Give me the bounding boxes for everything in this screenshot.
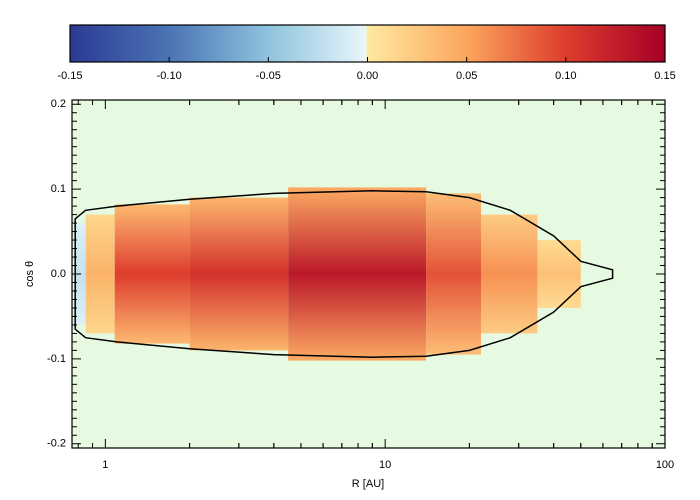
y-tick-label: -0.2 xyxy=(47,438,66,450)
heatmap-band xyxy=(85,214,115,334)
y-tick-label: 0.0 xyxy=(51,268,66,280)
y-tick-label: 0.1 xyxy=(51,183,66,195)
x-axis-label: R [AU] xyxy=(352,478,384,490)
colorbar-tick-label: -0.05 xyxy=(256,70,281,82)
colorbar-tick-label: 0.15 xyxy=(654,70,675,82)
heatmap-band xyxy=(537,240,581,308)
contour-line xyxy=(74,190,614,358)
colorbar-tick-label: 0.05 xyxy=(456,70,477,82)
heatmap-band xyxy=(189,197,289,351)
colorbar-tick-label: 0.00 xyxy=(357,70,378,82)
colorbar-tick-label: 0.10 xyxy=(555,70,576,82)
heatmap-band xyxy=(426,193,481,355)
x-tick-label: 100 xyxy=(656,459,674,471)
y-tick-label: -0.1 xyxy=(47,353,66,365)
heatmap-band xyxy=(114,204,190,344)
colorbar xyxy=(69,24,666,63)
x-tick-label: 1 xyxy=(102,459,108,471)
colorbar-tick-label: -0.10 xyxy=(157,70,182,82)
x-tick-label: 10 xyxy=(379,459,391,471)
y-axis-label: cos θ xyxy=(24,261,36,287)
colorbar-tick-label: -0.15 xyxy=(57,70,82,82)
y-tick-label: 0.2 xyxy=(51,98,66,110)
heatmap-band xyxy=(480,214,538,334)
heatmap-band xyxy=(288,187,427,361)
